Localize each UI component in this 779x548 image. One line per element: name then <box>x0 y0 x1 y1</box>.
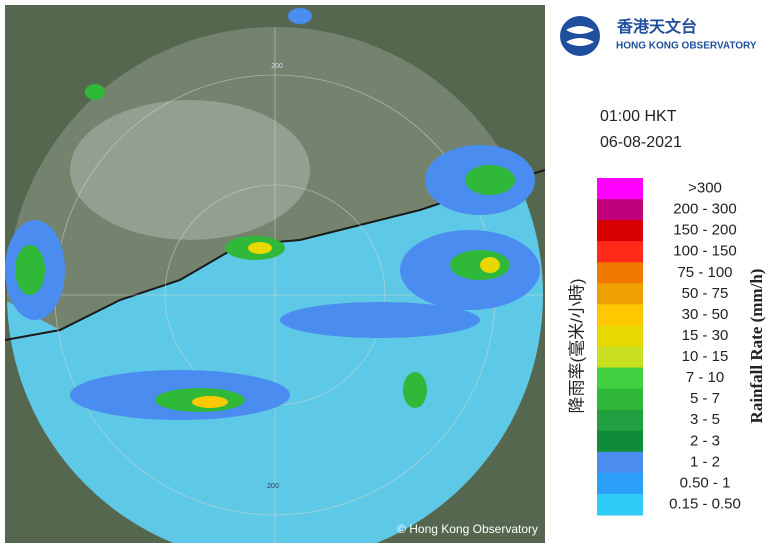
legend-label: 100 - 150 <box>673 243 736 260</box>
legend-swatch <box>597 346 643 369</box>
legend-swatch <box>597 283 643 305</box>
legend-swatch <box>597 409 643 432</box>
legend-swatch <box>597 304 643 326</box>
legend-title-chinese: 降雨率(毫米/小時) <box>567 278 586 413</box>
legend-label: 0.50 - 1 <box>680 474 731 491</box>
radar-map: 200 200 © Hong Kong Observatory <box>5 5 545 543</box>
legend-swatch <box>597 325 643 347</box>
legend-label: 15 - 30 <box>682 327 729 344</box>
logo-english: HONG KONG OBSERVATORY <box>616 41 757 52</box>
legend-label: 3 - 5 <box>690 411 720 428</box>
legend-swatch <box>597 388 643 411</box>
legend-swatch <box>597 493 643 516</box>
legend-label: 75 - 100 <box>677 264 732 281</box>
legend-label: 0.15 - 0.50 <box>669 495 741 512</box>
legend-swatch <box>597 367 643 390</box>
legend-label: 5 - 7 <box>690 390 720 407</box>
rain-echoes <box>5 8 540 420</box>
legend-swatch <box>597 262 643 284</box>
ring-label: 200 <box>271 63 283 70</box>
legend-swatch <box>597 451 643 474</box>
time: 01:00 HKT <box>600 108 677 125</box>
legend-label: 50 - 75 <box>682 285 729 302</box>
legend-title-english: Rainfall Rate (mm/h) <box>747 269 766 424</box>
legend-swatch <box>597 220 643 242</box>
legend-label: >300 <box>688 180 722 197</box>
legend-swatch <box>597 199 643 221</box>
ring-label: 200 <box>267 483 279 490</box>
legend-label: 7 - 10 <box>686 369 724 386</box>
urban-area <box>70 100 310 240</box>
legend-label: 150 - 200 <box>673 222 736 239</box>
legend-swatch <box>597 241 643 263</box>
legend: >300 200 - 300 150 - 200 100 - 150 75 - 100 5… <box>597 178 741 516</box>
legend-label: 30 - 50 <box>682 306 729 323</box>
legend-swatch <box>597 178 643 200</box>
date: 06-08-2021 <box>600 134 682 151</box>
legend-swatch <box>597 472 643 495</box>
copyright: © Hong Kong Observatory <box>397 522 538 536</box>
legend-label: 1 - 2 <box>690 453 720 470</box>
logo-chinese: 香港天文台 <box>616 17 697 36</box>
legend-label: 2 - 3 <box>690 432 720 449</box>
legend-swatch <box>597 430 643 453</box>
legend-label: 10 - 15 <box>682 348 729 365</box>
logo: 香港天文台 HONG KONG OBSERVATORY <box>560 16 757 56</box>
legend-label: 200 - 300 <box>673 201 736 218</box>
